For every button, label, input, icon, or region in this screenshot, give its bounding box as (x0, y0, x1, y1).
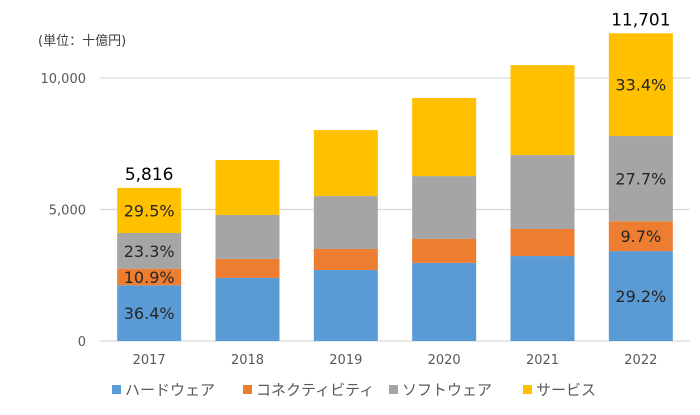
legend-swatch (389, 385, 398, 394)
bar-segment (215, 277, 280, 341)
bar-segment (215, 215, 280, 259)
x-tick-label: 2017 (133, 353, 166, 368)
legend-swatch (523, 385, 532, 394)
total-label: 11,701 (611, 10, 670, 30)
bar-segment (313, 269, 378, 341)
percent-label: 29.2% (615, 287, 666, 306)
bar-segment (117, 187, 182, 234)
gridlines (100, 77, 690, 342)
bar-segment (215, 160, 280, 216)
bar-segment (412, 176, 477, 239)
bar-segment (608, 33, 673, 137)
legend: ハードウェア コネクティビティ ソフトウェア サービス (112, 381, 596, 399)
bar-segment (608, 251, 673, 341)
x-tick-label: 2018 (231, 353, 264, 368)
bar-segment (510, 65, 575, 156)
x-tick-label: 2020 (428, 353, 461, 368)
percent-label: 33.4% (615, 76, 666, 95)
x-tick-label: 2021 (526, 353, 559, 368)
legend-item: ハードウェア (112, 381, 215, 399)
legend-item: ソフトウェア (389, 381, 492, 399)
bar-segment (412, 262, 477, 341)
legend-swatch (112, 385, 121, 394)
percent-label: 36.4% (124, 304, 175, 323)
y-tick-label: 10,000 (41, 72, 87, 87)
bar-segment (412, 238, 477, 263)
bar-segment (117, 233, 182, 269)
bar-segment (313, 248, 378, 270)
bar-segment (510, 155, 575, 229)
x-axis-ticks: 2017 2018 2019 2020 2021 2022 (133, 353, 658, 368)
legend-label: サービス (536, 381, 596, 399)
y-tick-label: 5,000 (49, 204, 86, 219)
bar-segment (608, 221, 673, 252)
bar-segment (313, 196, 378, 249)
bar-segment (510, 228, 575, 257)
bar-segment (313, 130, 378, 197)
x-tick-label: 2019 (329, 353, 362, 368)
total-label: 5,816 (125, 165, 174, 185)
legend-item: サービス (523, 381, 596, 399)
unit-label: (単位：十億円) (38, 33, 126, 49)
data-labels: 36.4% 10.9% 23.3% 29.5% 5,816 29.2% 9.7% 27.7% 3… (124, 10, 671, 323)
legend-label: コネクティビティ (256, 381, 374, 399)
legend-label: ソフトウェア (402, 381, 492, 399)
bar-segment (608, 136, 673, 222)
bar-segment (117, 285, 182, 341)
percent-label: 10.9% (124, 268, 175, 287)
bar-segment (510, 256, 575, 341)
x-tick-label: 2022 (624, 353, 657, 368)
bar-segment (215, 258, 280, 278)
percent-label: 29.5% (124, 201, 175, 220)
percent-label: 27.7% (615, 170, 666, 189)
percent-label: 23.3% (124, 242, 175, 261)
bar-segment (412, 97, 477, 177)
bar-segment (117, 268, 182, 286)
y-axis-ticks: 0 5,000 10,000 (41, 72, 87, 350)
bars (117, 33, 673, 341)
y-tick-label: 0 (78, 335, 86, 350)
legend-swatch (243, 385, 252, 394)
legend-label: ハードウェア (125, 381, 215, 399)
legend-item: コネクティビティ (243, 381, 374, 399)
percent-label: 9.7% (621, 227, 662, 246)
